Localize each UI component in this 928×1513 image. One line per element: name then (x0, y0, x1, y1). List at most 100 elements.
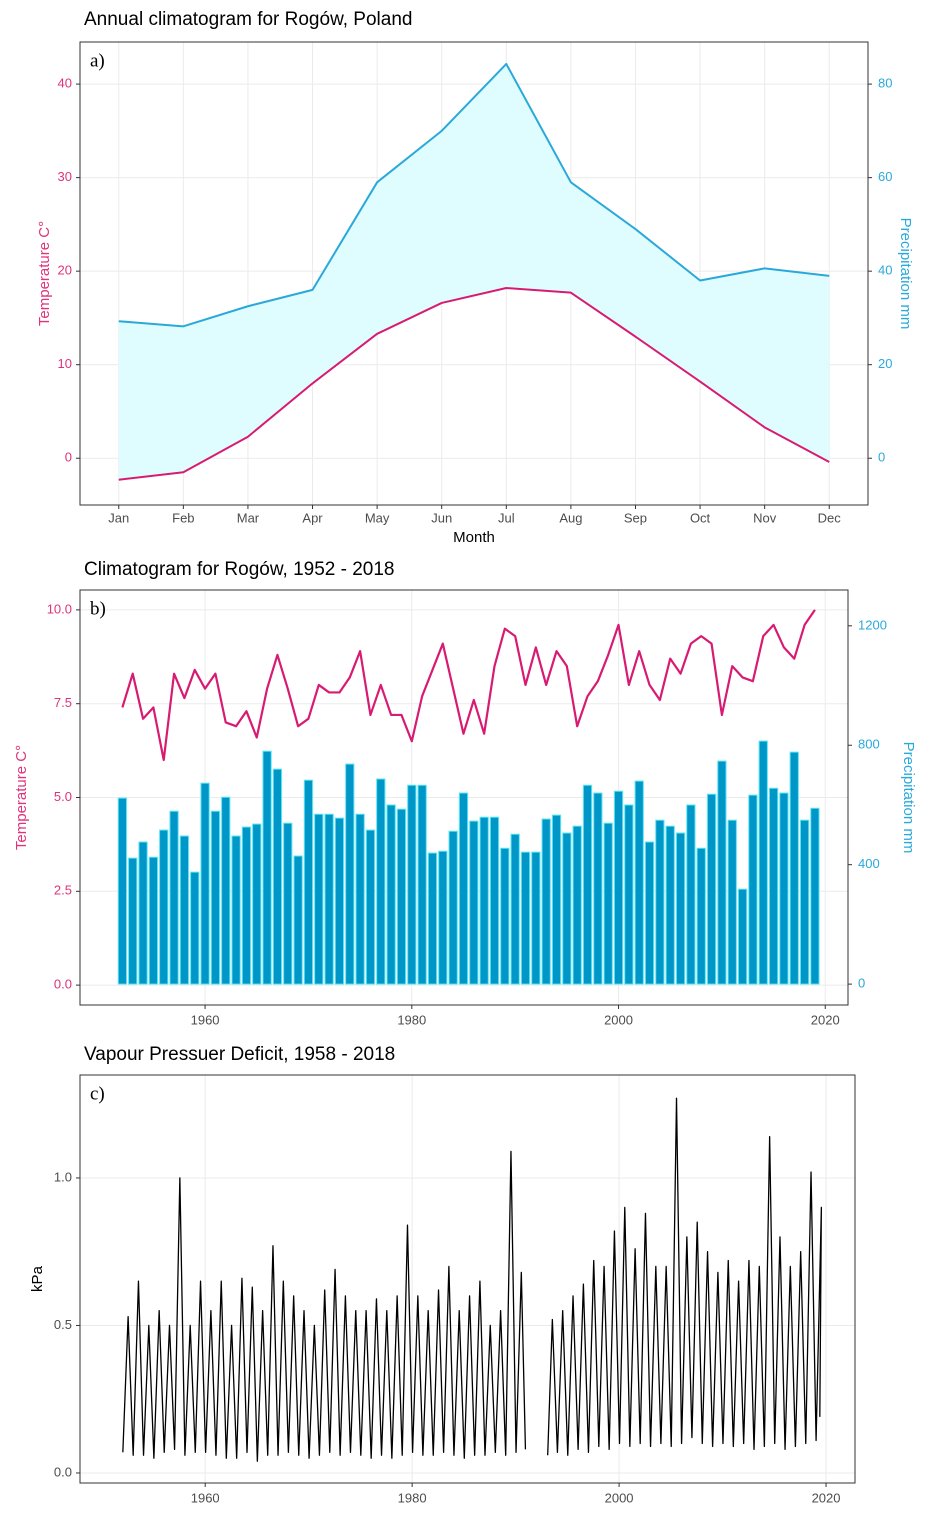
bar (717, 760, 727, 985)
x-tick-label: Jul (498, 510, 515, 525)
bar (789, 751, 799, 985)
data-line (121, 609, 816, 762)
y2-axis-label: Precipitation mm (897, 218, 914, 330)
bar (458, 792, 469, 985)
bar (768, 787, 779, 985)
bar (200, 782, 210, 985)
bar (531, 851, 541, 985)
y2-tick-label: 40 (878, 263, 892, 278)
bar (758, 740, 768, 985)
bar (324, 813, 334, 985)
bar (427, 852, 438, 985)
x-tick-label: Jan (108, 510, 129, 525)
area-fill (118, 63, 830, 480)
bar (810, 807, 820, 985)
y-tick-label: 10.0 (47, 601, 72, 616)
bar (314, 813, 324, 985)
bar (221, 796, 231, 985)
x-tick-label: 2000 (604, 1012, 633, 1027)
bar (148, 856, 159, 985)
y-axis-label: Temperature C° (36, 221, 53, 326)
y-tick-label: 0 (65, 450, 72, 465)
plot-border (79, 41, 869, 506)
bar (510, 833, 520, 985)
plot-border (79, 1074, 856, 1484)
plot-panel (80, 1075, 855, 1483)
y-tick-label: 0.0 (54, 1464, 72, 1479)
bar (365, 829, 376, 985)
x-tick-label: Nov (753, 510, 777, 525)
bar (210, 810, 221, 985)
bar (644, 841, 655, 985)
bar (438, 850, 448, 985)
x-tick-label: Jun (431, 510, 452, 525)
bar (634, 780, 644, 985)
bar (799, 819, 810, 985)
y2-tick-label: 400 (858, 856, 880, 871)
bar (541, 818, 551, 985)
bar (737, 888, 748, 985)
bar (407, 784, 417, 985)
x-axis-label: Month (453, 529, 495, 546)
bar (706, 793, 717, 985)
y-tick-label: 1.0 (54, 1169, 72, 1184)
bar (479, 816, 489, 985)
bar (686, 804, 696, 985)
chart-title: Climatogram for Rogów, 1952 - 2018 (84, 559, 395, 580)
bar (448, 830, 458, 985)
y-tick-label: 2.5 (54, 883, 72, 898)
bar (159, 829, 169, 985)
x-tick-label: Apr (302, 510, 323, 525)
bar (655, 819, 665, 985)
y-axis-label: kPa (29, 1265, 46, 1292)
bar (727, 819, 737, 985)
bar (593, 792, 603, 985)
bar (779, 792, 789, 985)
bar (603, 822, 613, 985)
x-tick-label: 1980 (397, 1012, 426, 1027)
bar (582, 784, 593, 985)
y2-tick-label: 1200 (858, 617, 887, 632)
y2-tick-label: 80 (878, 76, 892, 91)
bar (562, 832, 572, 985)
bar (293, 855, 303, 985)
y-tick-label: 10 (58, 356, 72, 371)
x-tick-label: 2020 (812, 1490, 841, 1505)
bar (138, 841, 148, 985)
x-tick-label: Sep (624, 510, 647, 525)
x-tick-label: Mar (237, 510, 260, 525)
bar (551, 814, 562, 985)
bar (520, 851, 531, 985)
x-tick-label: Dec (818, 510, 842, 525)
x-tick-label: Feb (172, 510, 194, 525)
bar (355, 813, 365, 985)
y-tick-label: 0.5 (54, 1317, 72, 1332)
x-tick-label: 1960 (191, 1490, 220, 1505)
bar (748, 794, 758, 985)
panel-label: a) (90, 50, 105, 71)
y2-tick-label: 800 (858, 737, 880, 752)
bar (128, 857, 138, 985)
y-tick-label: 40 (58, 76, 72, 91)
y-tick-label: 30 (58, 169, 72, 184)
plot-border (79, 589, 849, 1006)
bar (613, 790, 624, 985)
y-tick-label: 5.0 (54, 789, 72, 804)
bar (469, 820, 479, 985)
x-tick-label: 2020 (811, 1012, 840, 1027)
x-tick-label: Oct (690, 510, 711, 525)
y2-tick-label: 0 (858, 976, 865, 991)
bar (665, 825, 675, 985)
bar (190, 871, 200, 985)
bar (283, 822, 293, 985)
bar (396, 808, 407, 985)
x-tick-label: 2000 (605, 1490, 634, 1505)
bar (500, 847, 510, 985)
y-tick-label: 0.0 (54, 977, 72, 992)
bar (303, 779, 314, 985)
bar (334, 817, 345, 985)
panel-label: b) (90, 598, 106, 619)
bar (231, 835, 241, 985)
bar (272, 768, 283, 985)
